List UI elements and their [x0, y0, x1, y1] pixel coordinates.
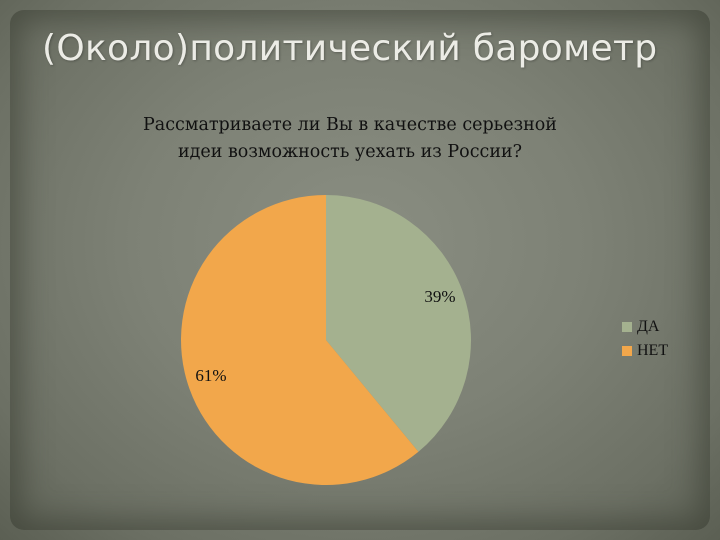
- pie-slice-net: [181, 195, 419, 485]
- legend-item-net: НЕТ: [622, 339, 668, 363]
- chart-title-line-1: Рассматриваете ли Вы в качестве серьезно…: [143, 115, 557, 135]
- legend-swatch-net: [622, 346, 632, 356]
- chart-legend: ДА НЕТ: [622, 315, 668, 363]
- data-label-da: 39%: [424, 287, 455, 306]
- pie-slice-da: [326, 195, 472, 452]
- chart-title: Рассматриваете ли Вы в качестве серьезно…: [110, 112, 590, 166]
- chart-title-line-2: идеи возможность уехать из России?: [177, 142, 523, 162]
- legend-swatch-da: [622, 322, 632, 332]
- legend-label-net: НЕТ: [637, 342, 669, 359]
- legend-item-da: ДА: [622, 315, 668, 339]
- data-label-net: 61%: [195, 366, 226, 385]
- slide-title: (Около)политический барометр: [42, 28, 658, 69]
- legend-label-da: ДА: [637, 318, 660, 335]
